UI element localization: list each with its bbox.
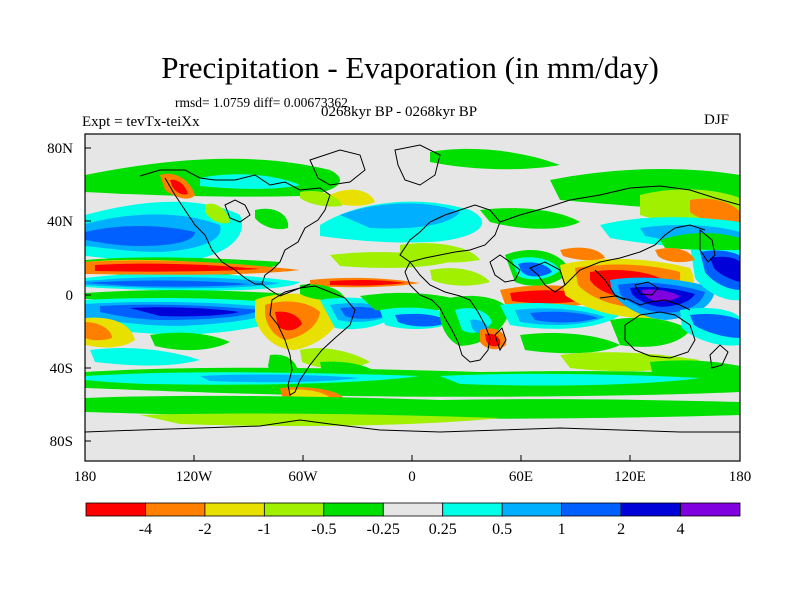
colorbar-swatch (85, 502, 146, 517)
colorbar-label: -0.5 (311, 521, 336, 538)
colorbar-label: 4 (677, 521, 685, 538)
y-tick-label: 40S (50, 361, 73, 377)
field-contours (85, 148, 740, 426)
colorbar-swatch (145, 502, 206, 517)
period-line: 0268kyr BP - 0268kyr BP (321, 104, 478, 120)
colorbar-swatch (382, 502, 444, 517)
colorbar-labels: -4 -2 -1 -0.5 -0.25 0.25 0.5 1 2 4 (139, 521, 685, 538)
colorbar-label: 2 (617, 521, 625, 538)
coastlines (85, 144, 740, 433)
x-tick-label: 120W (176, 469, 214, 485)
experiment-line: Expt = tevTx-teiXx (82, 114, 200, 130)
colorbar (85, 502, 741, 517)
x-tick-label: 180 (729, 469, 752, 485)
colorbar-label: 0.25 (429, 521, 457, 538)
colorbar-label: -2 (198, 521, 211, 538)
x-tick-label: 60W (288, 469, 318, 485)
x-tick-label: 180 (74, 469, 97, 485)
plot-title: Precipitation - Evaporation (in mm/day) (161, 50, 659, 85)
x-tick-label: 60E (509, 469, 533, 485)
colorbar-label: 1 (558, 521, 566, 538)
x-tick-label: 0 (408, 469, 416, 485)
colorbar-label: 0.5 (492, 521, 512, 538)
y-tick-label: 0 (66, 288, 74, 304)
colorbar-swatch (620, 502, 681, 517)
colorbar-swatch (323, 502, 384, 517)
x-tick-label: 120E (614, 469, 646, 485)
colorbar-swatch (561, 502, 622, 517)
season-label: DJF (704, 112, 730, 128)
y-tick-label: 80N (47, 141, 73, 157)
y-tick-label: 80S (50, 434, 73, 450)
colorbar-label: -4 (139, 521, 152, 538)
stats-line: rmsd= 1.0759 diff= 0.00673362 (175, 95, 348, 110)
colorbar-swatch (501, 502, 563, 517)
colorbar-label: -0.25 (367, 521, 400, 538)
axis-ticks (84, 147, 741, 461)
colorbar-label: -1 (258, 521, 271, 538)
colorbar-swatch (263, 502, 325, 517)
y-tick-label: 40N (47, 214, 73, 230)
colorbar-swatch (442, 502, 503, 517)
colorbar-swatch (680, 502, 741, 517)
colorbar-swatch (204, 502, 265, 517)
